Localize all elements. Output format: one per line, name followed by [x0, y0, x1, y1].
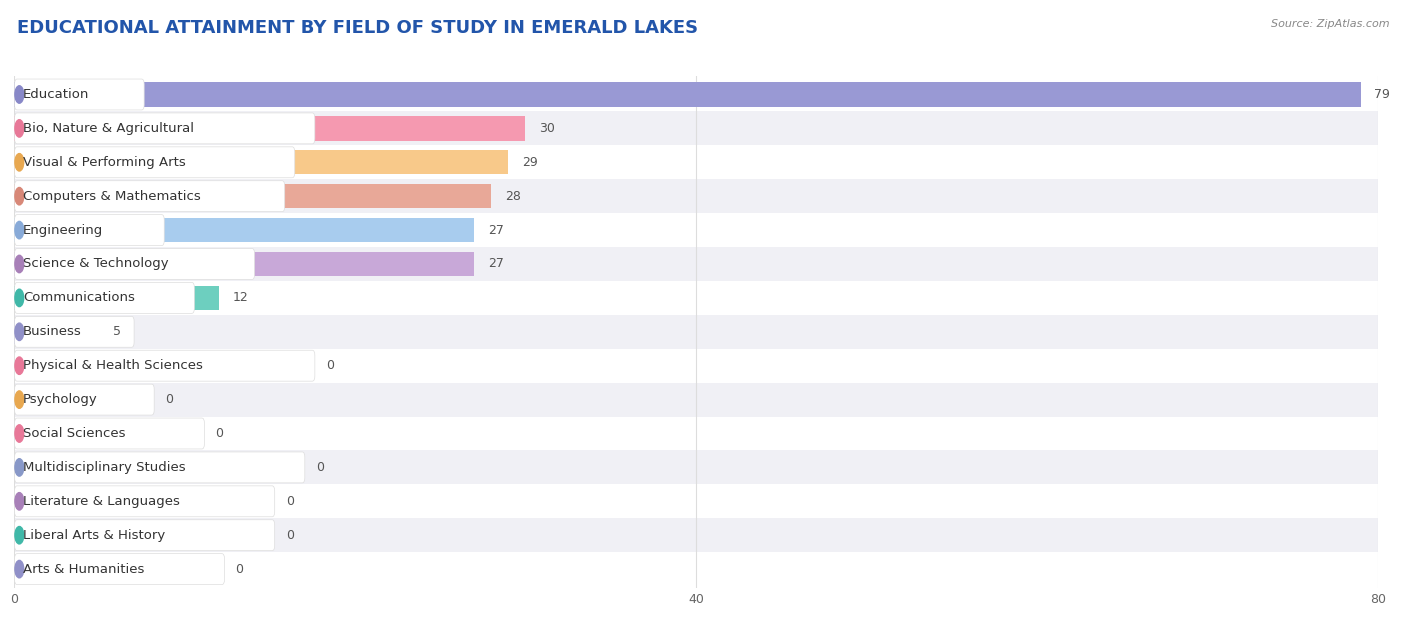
Circle shape: [15, 526, 24, 544]
FancyBboxPatch shape: [14, 215, 165, 246]
Circle shape: [15, 86, 24, 103]
Bar: [0, 382, 1406, 416]
Circle shape: [15, 391, 24, 408]
Text: 5: 5: [112, 325, 121, 338]
Bar: [0, 78, 1406, 111]
FancyBboxPatch shape: [14, 384, 155, 415]
Bar: [0, 111, 1406, 145]
Text: EDUCATIONAL ATTAINMENT BY FIELD OF STUDY IN EMERALD LAKES: EDUCATIONAL ATTAINMENT BY FIELD OF STUDY…: [17, 19, 697, 37]
Text: Communications: Communications: [22, 291, 135, 305]
FancyBboxPatch shape: [14, 248, 254, 279]
Text: 0: 0: [236, 562, 243, 576]
Text: Multidisciplinary Studies: Multidisciplinary Studies: [22, 461, 186, 474]
Text: Source: ZipAtlas.com: Source: ZipAtlas.com: [1271, 19, 1389, 29]
Text: 0: 0: [215, 427, 224, 440]
Text: 30: 30: [538, 122, 555, 135]
FancyBboxPatch shape: [14, 418, 204, 449]
Text: 27: 27: [488, 257, 503, 270]
Bar: [0, 213, 1406, 247]
Bar: [0, 518, 1406, 552]
Text: Psychology: Psychology: [22, 393, 97, 406]
Bar: [14, 82, 1361, 107]
Bar: [0, 315, 1406, 349]
Text: Visual & Performing Arts: Visual & Performing Arts: [22, 156, 186, 169]
Text: Education: Education: [22, 88, 89, 101]
Text: Social Sciences: Social Sciences: [22, 427, 125, 440]
Circle shape: [15, 323, 24, 341]
Bar: [14, 150, 509, 174]
Text: 0: 0: [316, 461, 323, 474]
Circle shape: [15, 492, 24, 510]
Text: Engineering: Engineering: [22, 224, 103, 236]
Text: Computers & Mathematics: Computers & Mathematics: [22, 190, 201, 203]
FancyBboxPatch shape: [14, 79, 145, 110]
Text: 79: 79: [1375, 88, 1391, 101]
Bar: [14, 218, 474, 242]
Bar: [14, 252, 474, 276]
Bar: [14, 184, 492, 209]
FancyBboxPatch shape: [14, 520, 274, 550]
Bar: [0, 247, 1406, 281]
Circle shape: [15, 154, 24, 171]
Text: 0: 0: [285, 529, 294, 542]
FancyBboxPatch shape: [14, 181, 285, 212]
Bar: [0, 281, 1406, 315]
Text: Bio, Nature & Agricultural: Bio, Nature & Agricultural: [22, 122, 194, 135]
FancyBboxPatch shape: [14, 554, 225, 585]
Bar: [0, 179, 1406, 213]
Bar: [0, 451, 1406, 484]
Circle shape: [15, 221, 24, 239]
Circle shape: [15, 357, 24, 374]
Text: Arts & Humanities: Arts & Humanities: [22, 562, 145, 576]
Circle shape: [15, 561, 24, 578]
Circle shape: [15, 459, 24, 476]
Bar: [0, 145, 1406, 179]
Text: Science & Technology: Science & Technology: [22, 257, 169, 270]
Text: 12: 12: [232, 291, 247, 305]
FancyBboxPatch shape: [14, 452, 305, 483]
Text: Physical & Health Sciences: Physical & Health Sciences: [22, 359, 202, 372]
Bar: [0, 552, 1406, 586]
Circle shape: [15, 289, 24, 307]
FancyBboxPatch shape: [14, 147, 295, 178]
FancyBboxPatch shape: [14, 486, 274, 517]
Text: 0: 0: [285, 495, 294, 507]
Text: 27: 27: [488, 224, 503, 236]
Bar: [14, 116, 526, 140]
Text: Liberal Arts & History: Liberal Arts & History: [22, 529, 165, 542]
FancyBboxPatch shape: [14, 113, 315, 144]
Circle shape: [15, 188, 24, 205]
Circle shape: [15, 425, 24, 442]
Circle shape: [15, 255, 24, 273]
Bar: [14, 286, 219, 310]
FancyBboxPatch shape: [14, 283, 194, 313]
Bar: [0, 484, 1406, 518]
Text: Business: Business: [22, 325, 82, 338]
Text: 29: 29: [522, 156, 538, 169]
Text: 0: 0: [326, 359, 335, 372]
Text: 0: 0: [166, 393, 173, 406]
Bar: [14, 320, 100, 344]
Bar: [0, 416, 1406, 451]
FancyBboxPatch shape: [14, 350, 315, 381]
Text: Literature & Languages: Literature & Languages: [22, 495, 180, 507]
Circle shape: [15, 119, 24, 137]
FancyBboxPatch shape: [14, 317, 134, 347]
Bar: [0, 349, 1406, 382]
Text: 28: 28: [505, 190, 520, 203]
